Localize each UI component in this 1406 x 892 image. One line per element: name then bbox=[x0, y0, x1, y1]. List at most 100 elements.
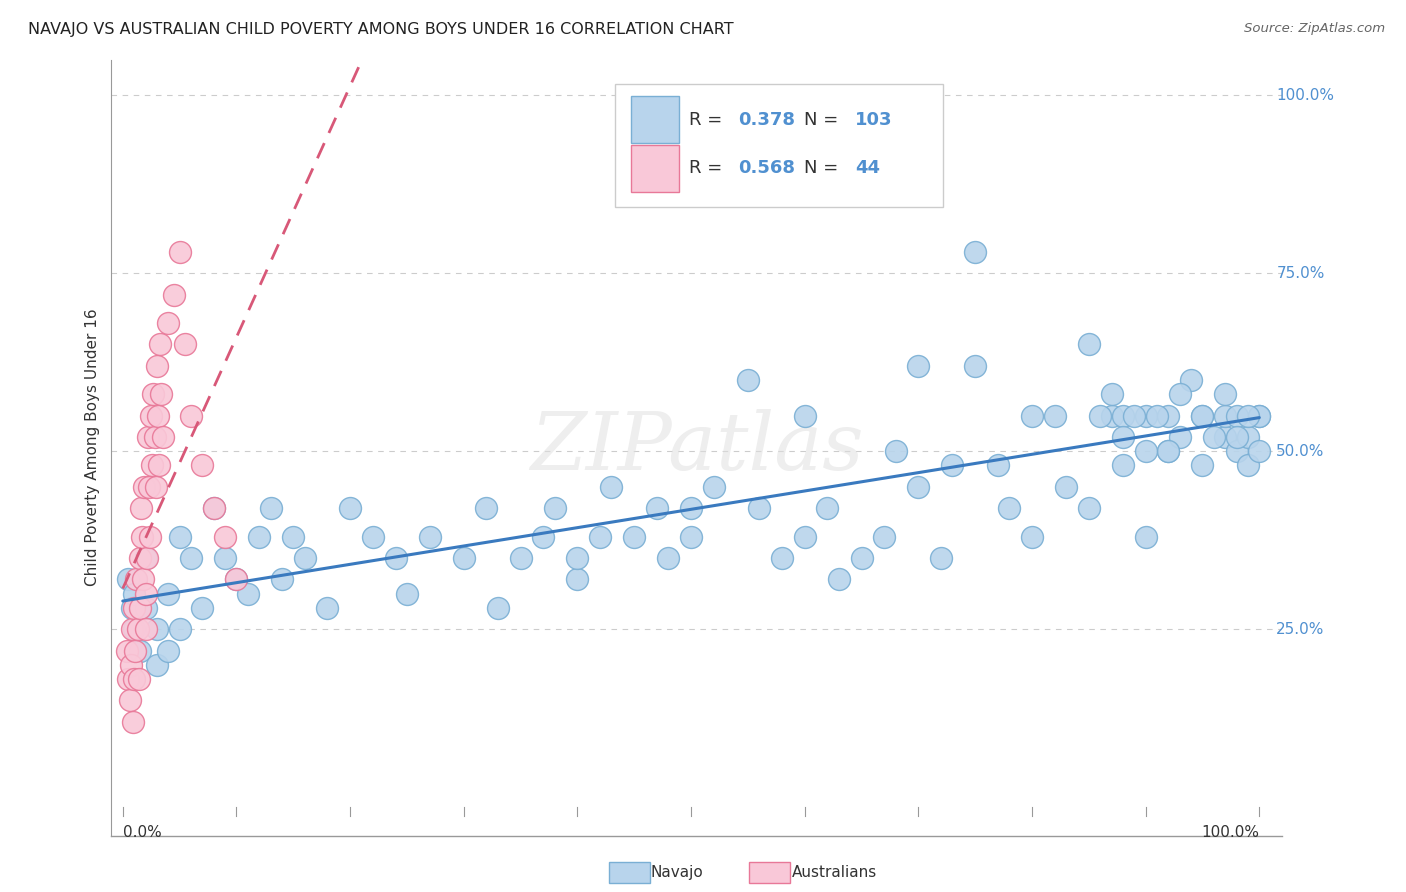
Point bbox=[1157, 444, 1180, 458]
Point bbox=[1054, 480, 1077, 494]
Point bbox=[150, 387, 173, 401]
Point bbox=[679, 530, 702, 544]
Point bbox=[128, 601, 150, 615]
Point bbox=[645, 501, 668, 516]
Point bbox=[339, 501, 361, 516]
Point bbox=[174, 337, 197, 351]
Point bbox=[1112, 430, 1135, 444]
Text: 25.0%: 25.0% bbox=[1277, 622, 1324, 637]
Point bbox=[122, 672, 145, 686]
Point bbox=[1021, 530, 1043, 544]
Text: ZIPatlas: ZIPatlas bbox=[530, 409, 863, 486]
Point bbox=[143, 430, 166, 444]
Text: 0.568: 0.568 bbox=[738, 160, 794, 178]
Point bbox=[118, 693, 141, 707]
Point bbox=[623, 530, 645, 544]
Point bbox=[134, 480, 156, 494]
Point bbox=[567, 551, 589, 566]
FancyBboxPatch shape bbox=[631, 145, 679, 193]
Point bbox=[148, 458, 170, 473]
Point bbox=[395, 587, 418, 601]
Point bbox=[120, 657, 142, 672]
Point bbox=[1237, 409, 1260, 423]
Point bbox=[965, 244, 987, 259]
Point bbox=[600, 480, 623, 494]
Point bbox=[1077, 337, 1099, 351]
Point bbox=[1146, 409, 1168, 423]
Text: 75.0%: 75.0% bbox=[1277, 266, 1324, 281]
Point bbox=[131, 530, 153, 544]
Point bbox=[236, 587, 259, 601]
Point bbox=[124, 643, 146, 657]
Point bbox=[384, 551, 406, 566]
Point bbox=[128, 551, 150, 566]
Point bbox=[180, 551, 202, 566]
Point bbox=[817, 501, 839, 516]
Point bbox=[1226, 409, 1249, 423]
Point bbox=[1191, 409, 1213, 423]
Point bbox=[907, 480, 929, 494]
Point bbox=[793, 530, 815, 544]
FancyBboxPatch shape bbox=[631, 96, 679, 144]
Text: 100.0%: 100.0% bbox=[1277, 87, 1334, 103]
Point bbox=[259, 501, 281, 516]
Point bbox=[1168, 430, 1191, 444]
Point bbox=[136, 430, 159, 444]
Point bbox=[157, 316, 180, 330]
Point bbox=[122, 587, 145, 601]
Point bbox=[149, 337, 172, 351]
Point bbox=[873, 530, 896, 544]
Point bbox=[941, 458, 963, 473]
Point bbox=[1090, 409, 1112, 423]
Point bbox=[191, 601, 214, 615]
Text: 0.0%: 0.0% bbox=[122, 825, 162, 840]
Point bbox=[146, 657, 169, 672]
Point bbox=[128, 643, 150, 657]
Point bbox=[247, 530, 270, 544]
Text: 0.378: 0.378 bbox=[738, 112, 794, 129]
Point bbox=[121, 601, 143, 615]
Point bbox=[453, 551, 475, 566]
Point bbox=[225, 573, 247, 587]
Text: N =: N = bbox=[804, 112, 845, 129]
Point bbox=[214, 551, 236, 566]
Point bbox=[1202, 430, 1225, 444]
Text: N =: N = bbox=[804, 160, 845, 178]
Point bbox=[135, 551, 157, 566]
Point bbox=[1077, 501, 1099, 516]
Point bbox=[134, 622, 156, 636]
Point bbox=[141, 458, 163, 473]
Point bbox=[202, 501, 225, 516]
Point bbox=[1249, 409, 1271, 423]
Text: Australians: Australians bbox=[792, 865, 877, 880]
Point bbox=[1237, 430, 1260, 444]
Text: R =: R = bbox=[689, 112, 727, 129]
Point bbox=[509, 551, 531, 566]
Point bbox=[1213, 409, 1236, 423]
Point bbox=[793, 409, 815, 423]
Point bbox=[737, 373, 759, 387]
Point bbox=[567, 573, 589, 587]
Point bbox=[294, 551, 316, 566]
Point bbox=[117, 672, 139, 686]
Point bbox=[134, 601, 156, 615]
Point bbox=[589, 530, 612, 544]
Point bbox=[1101, 387, 1123, 401]
Point bbox=[163, 287, 186, 301]
Point bbox=[122, 714, 145, 729]
Point bbox=[117, 643, 139, 657]
Point bbox=[851, 551, 873, 566]
Point bbox=[748, 501, 770, 516]
Point bbox=[202, 501, 225, 516]
Point bbox=[125, 573, 148, 587]
Point bbox=[138, 480, 160, 494]
Point bbox=[132, 573, 155, 587]
Point bbox=[1135, 409, 1157, 423]
Point bbox=[1101, 409, 1123, 423]
Point bbox=[127, 622, 149, 636]
Point bbox=[270, 573, 292, 587]
Point bbox=[1123, 409, 1146, 423]
Point bbox=[122, 622, 145, 636]
Point bbox=[531, 530, 554, 544]
Point bbox=[134, 587, 156, 601]
